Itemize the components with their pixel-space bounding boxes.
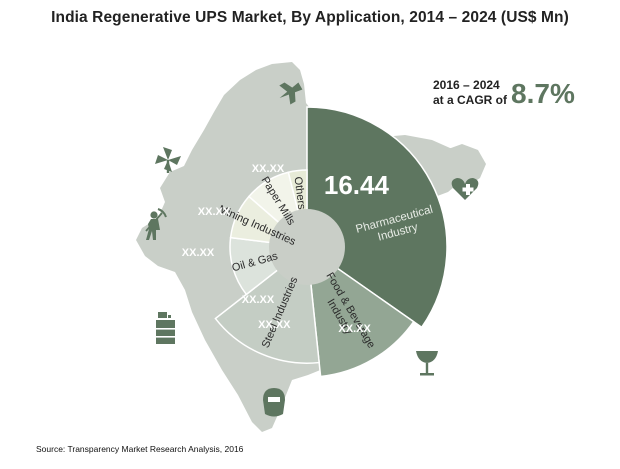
cagr-callout: 2016 – 2024 at a CAGR of 8.7% <box>433 78 613 108</box>
value-label-pharma: 16.44 <box>324 170 390 200</box>
windmill-icon <box>155 147 181 173</box>
value-label-food: XX.XX <box>338 323 371 335</box>
value-label-oil: XX.XX <box>242 294 275 306</box>
value-label-steel: XX.XX <box>258 319 291 331</box>
oil-barrel-icon <box>156 312 175 344</box>
value-label-paper: XX.XX <box>198 206 231 218</box>
cagr-caption: at a CAGR of <box>433 93 508 107</box>
cagr-value: 8.7% <box>511 78 575 109</box>
source-note: Source: Transparency Market Research Ana… <box>36 444 244 454</box>
pie-center-hub <box>269 209 345 285</box>
value-label-others: XX.XX <box>252 163 285 175</box>
heart-plus-icon <box>451 178 479 200</box>
india-map-east-lobe <box>440 144 486 186</box>
slice-label-others: Others <box>292 176 308 211</box>
miner-icon <box>145 208 167 240</box>
value-label-mining: XX.XX <box>182 247 215 259</box>
welding-mask-icon <box>263 388 285 417</box>
slice-food <box>306 245 415 378</box>
plane-icon <box>279 82 303 105</box>
wine-glass-icon <box>416 351 438 376</box>
cagr-period: 2016 – 2024 <box>433 78 500 92</box>
slice-pharma <box>306 106 448 329</box>
chart-title: India Regenerative UPS Market, By Applic… <box>51 9 569 26</box>
